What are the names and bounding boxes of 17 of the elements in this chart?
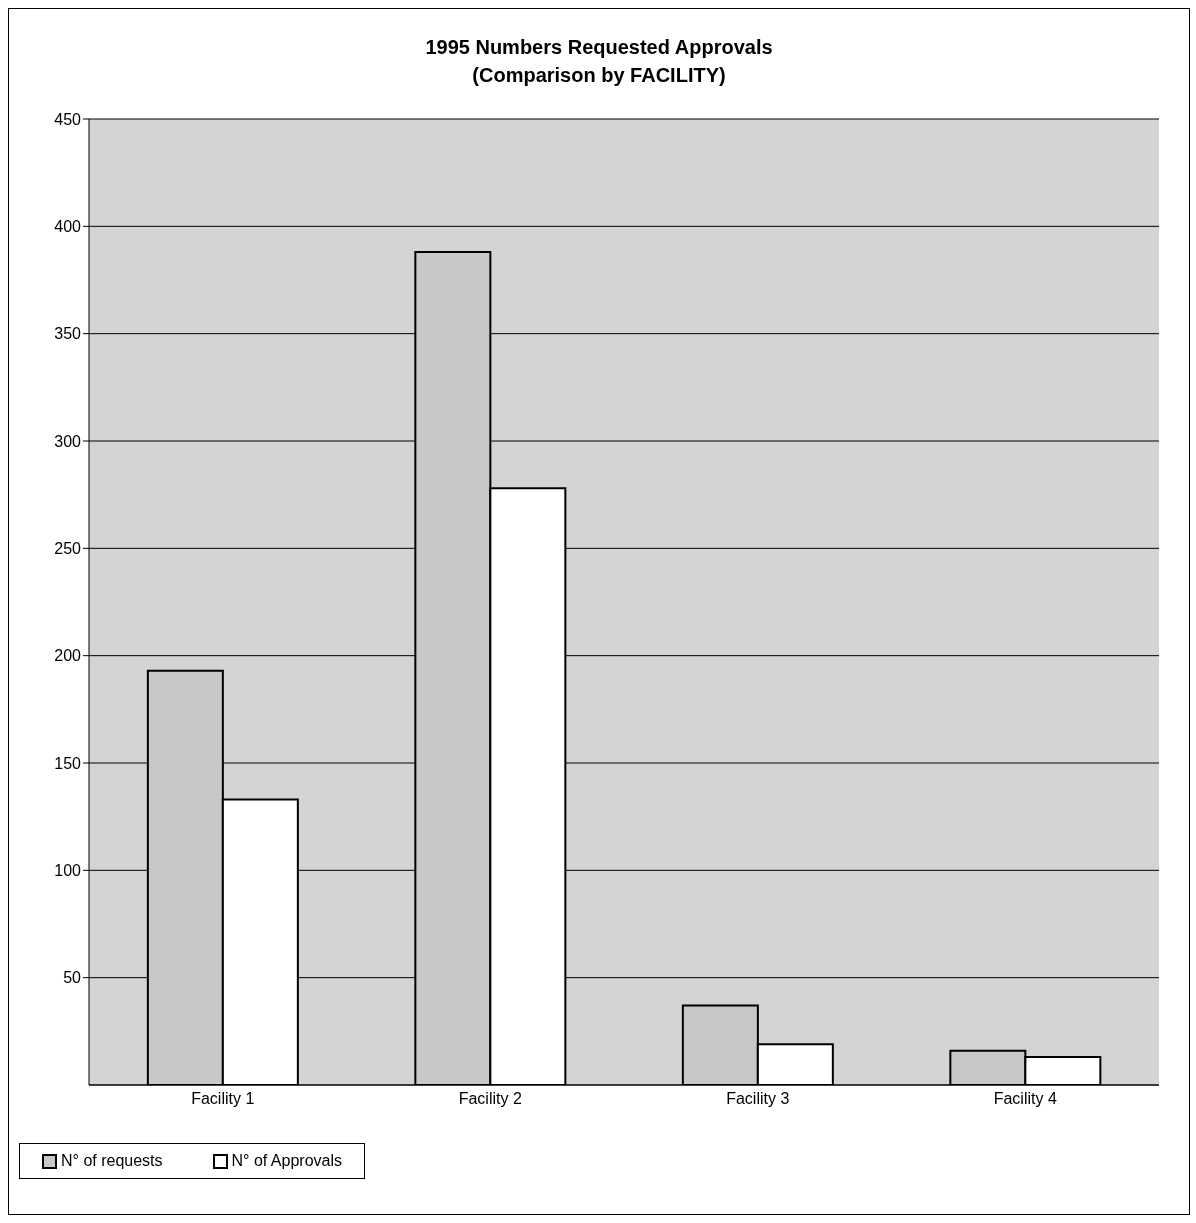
y-tick-label: 150 [54, 754, 82, 772]
chart-title: 1995 Numbers Requested Approvals [424, 35, 774, 60]
legend-label: N° of requests [60, 1152, 163, 1170]
x-tick-label: Facility 2 [458, 1090, 522, 1108]
y-tick-label: 350 [54, 325, 82, 343]
y-tick-label: 250 [54, 540, 82, 558]
y-tick-label: 100 [54, 862, 82, 880]
y-tick-label: 400 [54, 218, 82, 236]
chart-subtitle: (Comparison by FACILITY) [471, 63, 727, 88]
legend-label: N° of Approvals [230, 1152, 343, 1170]
x-tick-label: Facility 4 [993, 1090, 1057, 1108]
y-tick-label: 200 [54, 647, 82, 665]
y-tick-label: 450 [54, 110, 82, 128]
x-tick-label: Facility 1 [191, 1090, 255, 1108]
y-tick-label: 300 [54, 432, 82, 450]
y-tick-label: 50 [63, 969, 82, 987]
x-tick-label: Facility 3 [726, 1090, 790, 1108]
